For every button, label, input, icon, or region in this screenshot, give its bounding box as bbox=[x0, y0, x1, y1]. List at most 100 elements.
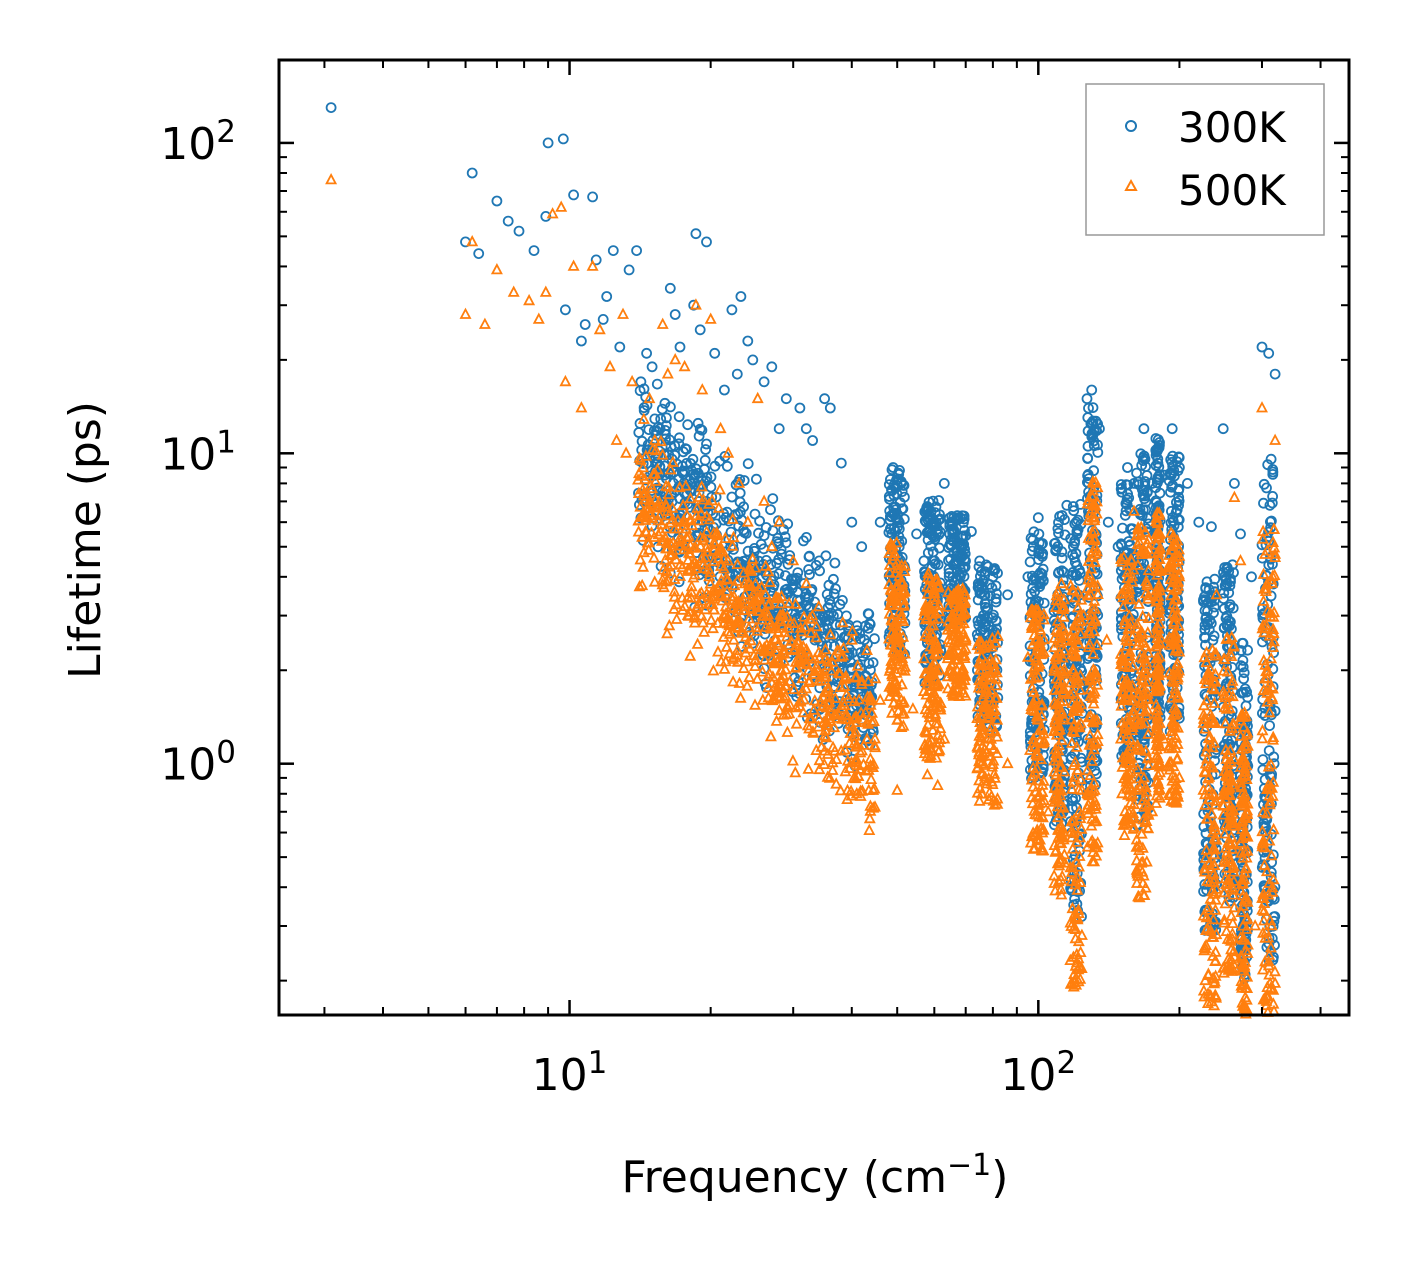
point-300k bbox=[767, 525, 779, 537]
point-500k bbox=[1228, 490, 1241, 502]
point-300k bbox=[694, 324, 706, 336]
point-500k bbox=[826, 755, 839, 768]
point-500k bbox=[841, 754, 854, 766]
point-300k bbox=[888, 479, 900, 491]
point-300k bbox=[1068, 505, 1080, 517]
point-500k bbox=[778, 654, 791, 666]
point-300k bbox=[1056, 546, 1068, 558]
point-500k bbox=[684, 512, 697, 524]
point-500k bbox=[889, 630, 902, 642]
point-500k bbox=[922, 717, 934, 730]
point-500k bbox=[898, 695, 910, 707]
point-300k bbox=[835, 457, 847, 469]
point-500k bbox=[733, 476, 746, 488]
point-500k bbox=[693, 587, 706, 600]
point-500k bbox=[857, 757, 870, 770]
point-300k bbox=[951, 530, 963, 542]
point-500k bbox=[765, 641, 778, 653]
point-500k bbox=[717, 562, 730, 574]
point-500k bbox=[794, 641, 807, 654]
point-500k bbox=[955, 608, 968, 621]
point-300k bbox=[818, 612, 830, 623]
point-500k bbox=[649, 474, 662, 486]
point-300k bbox=[557, 133, 569, 145]
point-500k bbox=[821, 770, 834, 782]
point-500k bbox=[974, 720, 987, 732]
point-500k bbox=[952, 683, 964, 695]
point-500k bbox=[991, 629, 1004, 641]
point-300k bbox=[1036, 572, 1048, 584]
point-300k bbox=[824, 594, 835, 606]
point-500k bbox=[810, 743, 823, 755]
point-500k bbox=[973, 655, 986, 668]
point-300k bbox=[956, 550, 968, 562]
point-500k bbox=[830, 708, 843, 720]
point-500k bbox=[988, 767, 1001, 779]
point-500k bbox=[763, 575, 776, 587]
point-500k bbox=[714, 540, 727, 552]
point-300k bbox=[1150, 460, 1162, 471]
point-500k bbox=[771, 591, 784, 603]
point-500k bbox=[648, 433, 661, 445]
point-500k bbox=[648, 551, 660, 563]
point-500k bbox=[797, 610, 810, 622]
point-500k bbox=[812, 599, 825, 612]
point-500k bbox=[1037, 774, 1050, 786]
point-500k bbox=[1075, 808, 1087, 820]
point-500k bbox=[689, 298, 702, 310]
point-300k bbox=[734, 474, 746, 485]
point-500k bbox=[800, 656, 812, 668]
point-300k bbox=[820, 550, 832, 562]
point-300k bbox=[911, 528, 922, 540]
point-500k bbox=[776, 607, 789, 619]
point-500k bbox=[861, 643, 873, 655]
point-500k bbox=[989, 672, 1002, 684]
point-300k bbox=[690, 228, 702, 240]
point-500k bbox=[575, 401, 588, 413]
point-300k bbox=[1069, 535, 1081, 547]
point-500k bbox=[714, 421, 727, 434]
point-500k bbox=[989, 663, 1002, 675]
point-500k bbox=[758, 653, 771, 665]
point-500k bbox=[1048, 640, 1061, 653]
point-300k bbox=[560, 304, 571, 316]
point-500k bbox=[952, 583, 965, 595]
point-500k bbox=[923, 737, 936, 749]
point-500k bbox=[1052, 631, 1065, 644]
point-300k bbox=[821, 589, 833, 600]
point-300k bbox=[1237, 655, 1249, 666]
point-500k bbox=[721, 554, 734, 566]
point-300k bbox=[1122, 488, 1133, 500]
point-300k bbox=[597, 313, 609, 325]
point-500k bbox=[918, 651, 930, 664]
point-500k bbox=[891, 713, 904, 725]
point-500k bbox=[637, 560, 650, 572]
point-500k bbox=[955, 622, 968, 635]
point-500k bbox=[823, 771, 836, 783]
point-300k bbox=[1071, 560, 1083, 572]
point-500k bbox=[703, 512, 716, 525]
point-300k bbox=[719, 384, 730, 396]
point-500k bbox=[719, 572, 732, 584]
point-500k bbox=[1073, 608, 1086, 620]
point-500k bbox=[830, 752, 843, 764]
point-500k bbox=[700, 525, 713, 537]
point-500k bbox=[1035, 699, 1048, 711]
point-300k bbox=[1052, 523, 1064, 534]
point-500k bbox=[749, 659, 762, 671]
point-300k bbox=[890, 526, 901, 537]
point-500k bbox=[692, 513, 705, 526]
point-500k bbox=[478, 317, 491, 329]
point-500k bbox=[1025, 621, 1038, 633]
point-300k bbox=[758, 530, 770, 541]
point-300k bbox=[946, 516, 958, 528]
point-500k bbox=[895, 720, 908, 732]
point-500k bbox=[1091, 587, 1104, 599]
point-500k bbox=[660, 536, 673, 548]
point-300k bbox=[972, 582, 984, 593]
point-300k bbox=[641, 347, 652, 359]
point-500k bbox=[626, 374, 639, 387]
point-300k bbox=[834, 599, 846, 610]
point-500k bbox=[932, 677, 945, 689]
point-500k bbox=[918, 746, 931, 758]
